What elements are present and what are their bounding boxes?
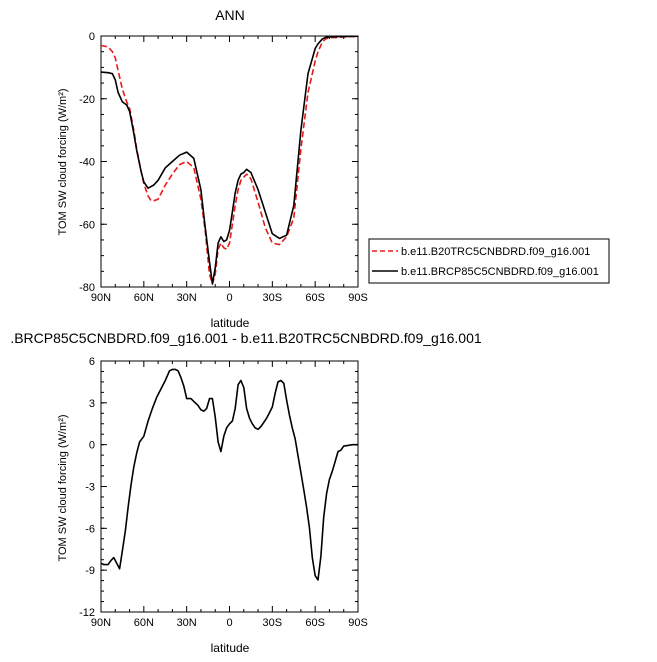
legend-label-series-1: b.e11.B20TRC5CNBDRD.f09_g16.001 <box>401 246 590 258</box>
bottom-x-tick-label: 0 <box>226 617 232 629</box>
top-y-tick-label: -80 <box>79 282 95 294</box>
top-x-tick-label: 30N <box>177 292 197 304</box>
top-x-axis-label: latitude <box>211 316 250 330</box>
top-x-tick-label: 90S <box>348 292 368 304</box>
top-x-tick-label: 30S <box>263 292 283 304</box>
bottom-y-tick-label: -12 <box>79 607 95 619</box>
bottom-chart-title: .BRCP85C5CNBDRD.f09_g16.001 - b.e11.B20T… <box>10 330 482 346</box>
bottom-y-tick-label: -9 <box>85 565 95 577</box>
top-y-tick-label: -40 <box>79 157 95 169</box>
bottom-x-tick-label: 30S <box>263 617 283 629</box>
top-x-tick-label: 60N <box>134 292 154 304</box>
legend: b.e11.B20TRC5CNBDRD.f09_g16.001 b.e11.BR… <box>368 238 610 284</box>
legend-box <box>368 238 610 284</box>
bottom-x-tick-label: 30N <box>177 617 197 629</box>
top-x-tick-label: 60S <box>305 292 325 304</box>
top-y-tick-label: 0 <box>89 31 95 43</box>
bottom-y-tick-label: 6 <box>89 356 95 368</box>
top-y-axis-label: TOM SW cloud forcing (W/m²) <box>57 88 69 235</box>
bottom-panel: .BRCP85C5CNBDRD.f09_g16.001 - b.e11.B20T… <box>10 330 482 655</box>
bottom-series-line-1 <box>100 368 358 581</box>
top-y-tick-label: -60 <box>79 219 95 231</box>
bottom-plot-area: 90N 60N 30N 0 30S 60S 90S 6 3 0 -3 -6 -9 -12 <box>79 356 368 629</box>
bottom-x-tick-label: 90N <box>91 617 111 629</box>
top-x-tick-label: 0 <box>226 292 232 304</box>
top-y-tick-label: -20 <box>79 94 95 106</box>
bottom-x-tick-label: 60S <box>305 617 325 629</box>
top-chart-title: ANN <box>215 7 245 23</box>
bottom-y-tick-label: -6 <box>85 523 95 535</box>
top-panel: ANN TOM SW cloud forcing (W/m²) 90N 60N 30… <box>57 7 610 330</box>
bottom-x-tick-label: 90S <box>348 617 368 629</box>
bottom-x-axis-label: latitude <box>211 641 250 655</box>
bottom-y-tick-label: 0 <box>89 440 95 452</box>
bottom-y-axis-label: TOM SW cloud forcing (W/m²) <box>57 414 69 561</box>
top-plot-area: 90N 60N 30N 0 30S 60S 90S 0 -20 -40 -60 -80 <box>79 31 368 304</box>
bottom-x-tick-label: 60N <box>134 617 154 629</box>
bottom-y-tick-label: -3 <box>85 482 95 494</box>
top-series-line-2 <box>100 35 358 285</box>
bottom-y-tick-label: 3 <box>89 398 95 410</box>
legend-label-series-2: b.e11.BRCP85C5CNBDRD.f09_g16.001 <box>401 266 599 278</box>
top-x-tick-label: 90N <box>91 292 111 304</box>
